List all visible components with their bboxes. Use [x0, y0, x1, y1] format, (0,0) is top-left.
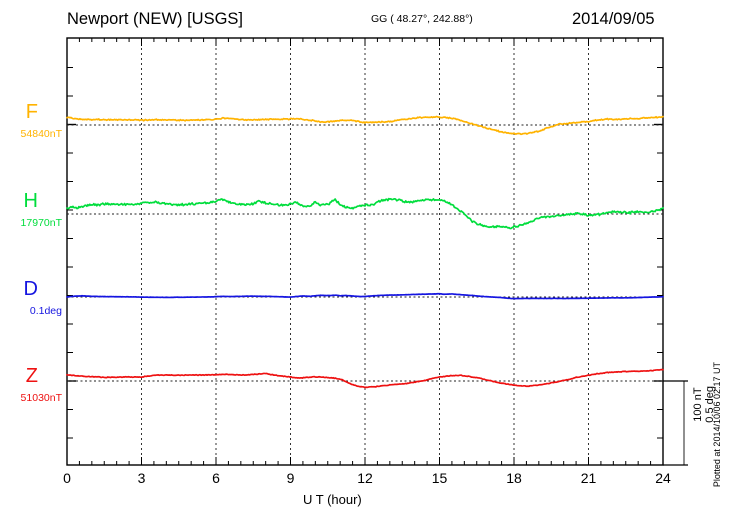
xtick-label: 0	[63, 470, 71, 486]
component-baseline-z: 51030nT	[20, 392, 62, 404]
scalebar-nt: 100 nT	[692, 387, 704, 422]
xtick-label: 3	[137, 470, 146, 486]
data-traces	[66, 115, 664, 389]
station-title: Newport (NEW) [USGS]	[67, 10, 244, 28]
xtick-label: 21	[580, 470, 597, 486]
plotted-timestamp: Plotted at 2014/10/06 02:17 UT	[712, 362, 722, 488]
component-baseline-h: 17970nT	[20, 217, 62, 229]
component-label-f: F	[25, 101, 38, 123]
plot-frame	[66, 37, 664, 466]
component-label-z: Z	[25, 365, 38, 387]
observation-date: 2014/09/05	[572, 10, 655, 28]
xtick-label: 15	[431, 470, 448, 486]
grid-lines	[141, 38, 589, 465]
xtick-label: 12	[357, 470, 373, 486]
component-label-d: D	[23, 278, 38, 300]
xaxis-title: U T (hour)	[303, 492, 362, 507]
xtick-label: 9	[286, 470, 295, 486]
scale-bar	[663, 380, 688, 466]
xtick-label: 6	[212, 470, 220, 486]
component-baseline-d: 0.1deg	[29, 305, 62, 317]
component-label-h: H	[23, 190, 38, 212]
xtick-label: 24	[655, 470, 671, 486]
xtick-label: 18	[506, 470, 522, 486]
axis-ticks	[66, 38, 664, 465]
component-baseline-f: 54840nT	[20, 128, 62, 140]
geographic-coordinates: GG ( 48.27°, 242.88°)	[371, 13, 473, 25]
